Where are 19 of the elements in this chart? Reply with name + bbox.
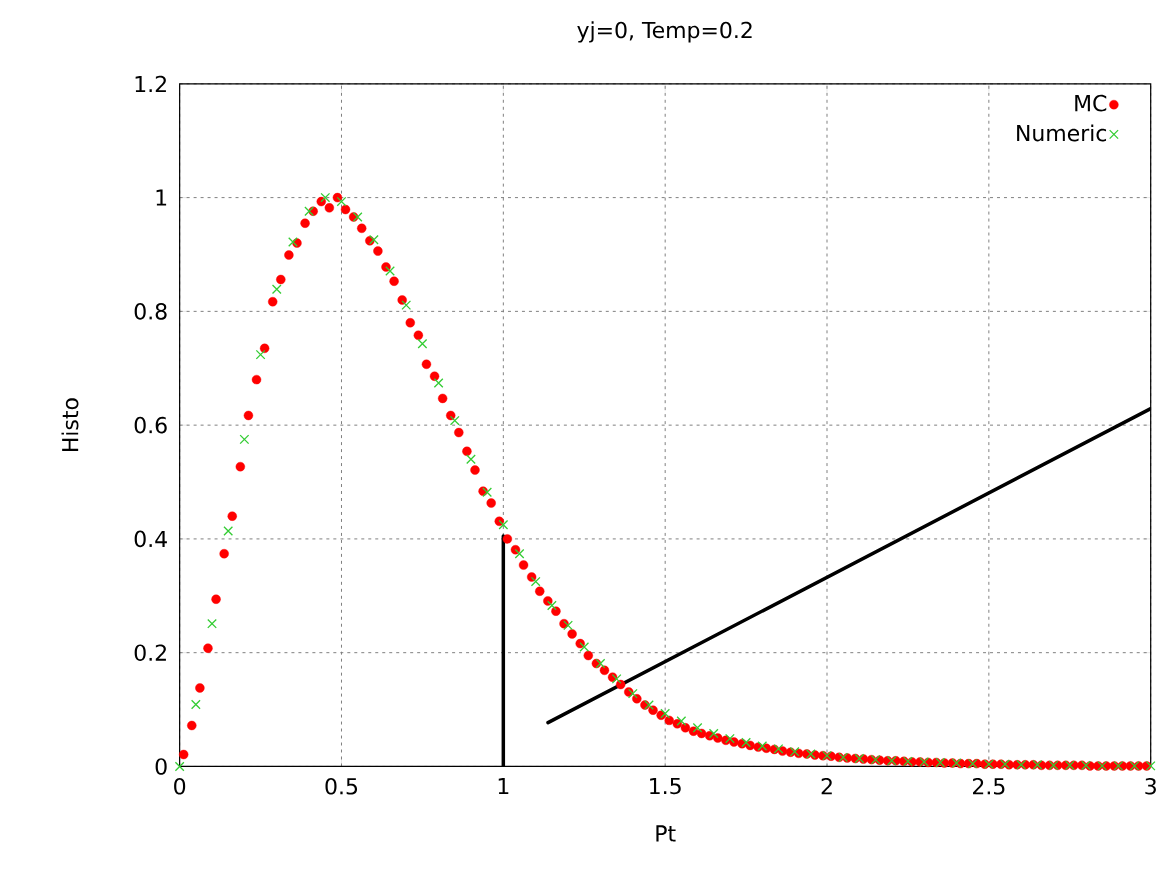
chart-title: yj=0, Temp=0.2 bbox=[577, 21, 752, 43]
y-tick-label: 1 bbox=[156, 189, 167, 206]
x-tick-label: 0 bbox=[174, 777, 186, 795]
x-tick-label: 2 bbox=[821, 777, 832, 795]
y-tick-label: 0 bbox=[155, 758, 167, 775]
y-tick-label: 1.2 bbox=[135, 75, 166, 92]
y-tick-label: 0.4 bbox=[134, 530, 167, 548]
x-tick-label: 1.5 bbox=[650, 777, 681, 795]
y-tick-label: 0.2 bbox=[134, 644, 166, 661]
x-tick-label: 1 bbox=[498, 777, 509, 794]
legend-label: Numeric bbox=[1017, 124, 1107, 142]
y-tick-label: 0.6 bbox=[134, 416, 167, 434]
y-axis-title: Histo bbox=[61, 398, 79, 451]
y-tick-label: 0.8 bbox=[134, 302, 167, 320]
legend-label: MC bbox=[1075, 94, 1107, 112]
x-axis-title: Pt bbox=[656, 825, 676, 842]
x-tick-label: 2.5 bbox=[973, 777, 1005, 795]
x-tick-label: 3 bbox=[1145, 777, 1156, 795]
x-tick-label: 0.5 bbox=[325, 777, 358, 795]
